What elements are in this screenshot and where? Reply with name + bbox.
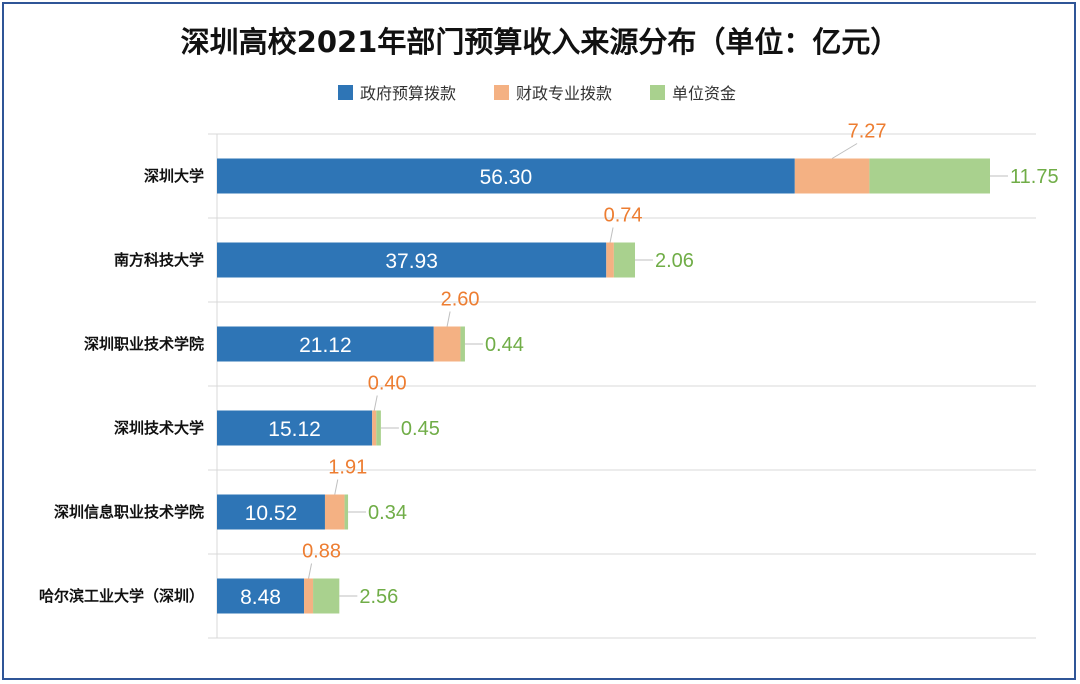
data-label: 11.75 (1010, 166, 1059, 188)
bar-segment (324, 494, 345, 530)
leader-line (609, 227, 614, 243)
leader-line (831, 143, 858, 159)
data-label: 1.91 (328, 457, 367, 479)
bar-segment (313, 578, 340, 614)
data-label: 21.12 (299, 334, 352, 357)
bar-segment (869, 158, 990, 194)
chart-title: 深圳高校2021年部门预算收入来源分布（单位：亿元） (181, 25, 900, 59)
data-label: 8.48 (240, 586, 281, 609)
leader-line (373, 395, 378, 411)
bar-segment (217, 494, 325, 530)
bar-segment (217, 410, 373, 446)
data-label: 0.88 (302, 541, 341, 563)
bar-segment (304, 578, 314, 614)
chart-legend: 政府预算拨款 财政专业拨款 单位资金 (338, 84, 736, 103)
bar-segment (433, 326, 461, 362)
data-label: 10.52 (245, 502, 298, 525)
grid-lines (208, 133, 1036, 639)
bar-segment (372, 410, 377, 446)
legend-swatch (650, 85, 665, 100)
bar-segment (217, 578, 305, 614)
data-label: 56.30 (480, 166, 533, 189)
legend-label: 财政专业拨款 (516, 84, 612, 103)
leader-line (446, 311, 451, 327)
legend-swatch (494, 85, 509, 100)
data-label: 0.74 (604, 205, 643, 227)
data-label: 0.44 (485, 334, 524, 356)
bars-group (217, 158, 990, 614)
category-label: 深圳信息职业技术学院 (54, 503, 204, 521)
category-label: 深圳技术大学 (114, 419, 204, 437)
bar-segment (376, 410, 381, 446)
labels-group: 深圳大学 56.30 7.27 11.75 南方科技大学 37.93 0.74 2.06 深圳职… (39, 121, 1059, 610)
category-label: 深圳职业技术学院 (84, 335, 204, 353)
category-label: 南方科技大学 (114, 251, 204, 269)
data-label: 15.12 (268, 418, 321, 441)
data-label: 2.60 (441, 289, 480, 311)
category-label: 深圳大学 (144, 167, 204, 185)
data-label: 0.45 (401, 418, 440, 440)
legend-item: 财政专业拨款 (494, 84, 612, 103)
legend-swatch (338, 85, 353, 100)
data-label: 2.06 (655, 250, 694, 272)
legend-label: 单位资金 (672, 84, 736, 103)
bar-segment (217, 158, 795, 194)
data-label: 0.34 (368, 502, 407, 524)
data-label: 0.40 (368, 373, 407, 395)
data-label: 2.56 (359, 586, 398, 608)
bar-segment (344, 494, 349, 530)
legend-item: 单位资金 (650, 84, 736, 103)
bar-segment (794, 158, 870, 194)
legend-label: 政府预算拨款 (360, 84, 456, 103)
bar-segment (606, 242, 614, 278)
leader-line (308, 563, 313, 579)
legend-item: 政府预算拨款 (338, 84, 456, 103)
data-label: 7.27 (848, 121, 887, 143)
bar-segment (460, 326, 465, 362)
category-label: 哈尔滨工业大学（深圳） (39, 587, 204, 605)
leader-line (334, 479, 339, 495)
data-label: 37.93 (385, 250, 438, 273)
bar-segment (217, 242, 607, 278)
bar-segment (613, 242, 636, 278)
bar-segment (217, 326, 434, 362)
